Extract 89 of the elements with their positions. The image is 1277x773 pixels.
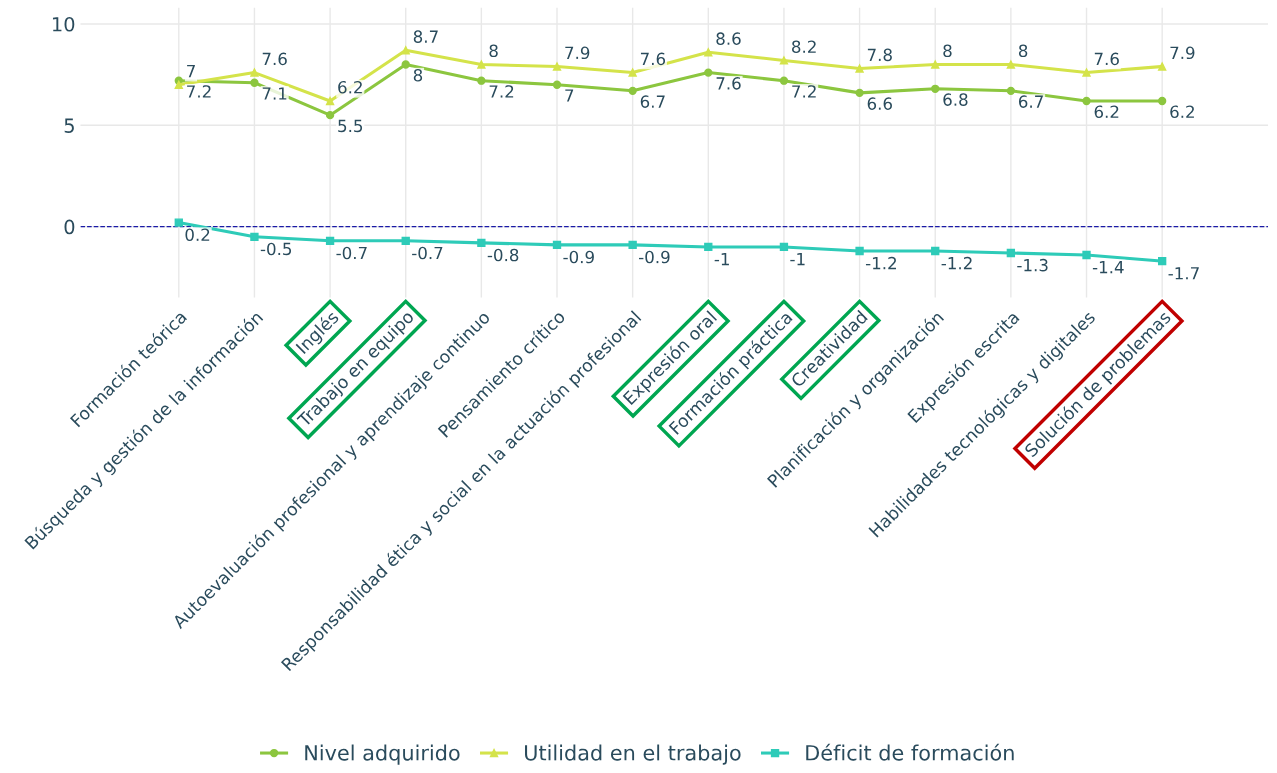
point	[1157, 256, 1167, 266]
data-label: 7.6	[262, 52, 287, 66]
point	[477, 238, 486, 248]
data-label: -0.9	[639, 250, 670, 264]
point	[779, 56, 789, 65]
data-label: 5.5	[338, 119, 363, 133]
legend-label: Nivel adquirido	[305, 744, 460, 765]
point	[174, 80, 183, 89]
data-label: 6.6	[867, 97, 892, 110]
data-label: -0.5	[260, 242, 292, 256]
data-label: -0.7	[412, 246, 443, 260]
data-label: -0.8	[487, 248, 519, 262]
data-label: 8.6	[716, 32, 741, 45]
data-label: 7.9	[565, 46, 590, 60]
data-label: -1.2	[865, 256, 896, 270]
point	[1157, 62, 1167, 71]
point	[250, 68, 259, 77]
data-label: 8	[413, 68, 423, 82]
data-label: 8.2	[792, 40, 816, 54]
point	[855, 246, 864, 256]
point	[401, 46, 410, 55]
point	[1082, 68, 1091, 77]
point	[1082, 96, 1091, 106]
data-label: 7.8	[867, 48, 892, 62]
data-label: 7.6	[716, 77, 741, 90]
point	[401, 236, 410, 246]
point	[855, 88, 864, 98]
point	[628, 86, 637, 96]
point	[704, 68, 713, 77]
point	[779, 76, 789, 85]
data-label: -1.4	[1092, 261, 1124, 274]
legend-label: Déficit de formación	[806, 743, 1014, 761]
data-label: -0.7	[336, 246, 367, 260]
data-label: 7.2	[489, 85, 514, 98]
data-label: -1	[714, 253, 729, 266]
data-label: -1.3	[1017, 258, 1048, 272]
point	[931, 246, 940, 256]
point	[325, 96, 335, 106]
point	[931, 60, 940, 69]
y-tick-label: 5	[64, 118, 74, 133]
data-label: 7.2	[792, 85, 816, 98]
data-label: 7.2	[187, 85, 211, 98]
data-label: 7.6	[640, 52, 666, 66]
data-label: 8.7	[413, 30, 438, 43]
point	[174, 218, 183, 227]
point	[704, 242, 713, 252]
point	[1006, 86, 1016, 96]
data-label: -1.2	[941, 256, 972, 270]
point	[250, 232, 259, 241]
point	[628, 240, 637, 250]
point	[855, 64, 864, 73]
y-tick-label: 0	[64, 219, 75, 235]
data-label: 7	[187, 64, 195, 78]
point	[552, 62, 562, 71]
point	[1006, 248, 1016, 258]
data-label: 6.7	[1018, 95, 1043, 108]
point	[477, 60, 486, 69]
data-label: 7	[565, 89, 574, 102]
point	[552, 240, 562, 250]
point	[931, 84, 940, 93]
point	[704, 48, 713, 57]
data-label: 6.2	[338, 80, 362, 94]
data-label: -0.9	[563, 250, 594, 264]
data-label: 8	[943, 44, 952, 58]
y-tick-label: 10	[52, 16, 75, 32]
data-label: -1.7	[1168, 267, 1199, 280]
data-label: 8	[489, 44, 498, 58]
legend-label: Utilidad en el trabajo	[525, 744, 741, 765]
data-label: 7.1	[262, 87, 287, 100]
data-label: 6.7	[640, 95, 665, 108]
data-label: 7.6	[1094, 52, 1119, 66]
point	[1082, 250, 1091, 260]
data-label: -1	[790, 253, 805, 266]
point	[1157, 96, 1167, 106]
data-label: 6.2	[1094, 105, 1119, 119]
data-label: 6.8	[943, 93, 968, 106]
point	[250, 78, 259, 87]
point	[401, 60, 410, 69]
point	[325, 110, 335, 120]
point	[628, 68, 637, 77]
point	[1006, 60, 1016, 69]
point	[477, 76, 486, 85]
point	[325, 236, 335, 246]
data-label: 7.9	[1170, 46, 1195, 60]
point	[779, 242, 789, 252]
data-label: 6.2	[1170, 105, 1194, 119]
data-label: 0.2	[185, 228, 210, 242]
data-label: 8	[1018, 44, 1028, 58]
point	[552, 80, 562, 89]
